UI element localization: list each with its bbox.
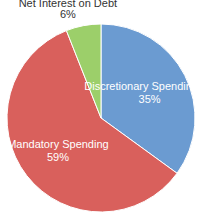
chart-container: Discretionary Spending35% Mandatory Spend… bbox=[0, 0, 200, 214]
slice-label: Mandatory Spending bbox=[7, 138, 109, 150]
slices bbox=[7, 24, 195, 212]
slice-value-label: 6% bbox=[60, 8, 76, 20]
pie-slice bbox=[66, 24, 101, 118]
slice-label: Discretionary Spending bbox=[84, 80, 198, 92]
pie-chart: Discretionary Spending35% Mandatory Spend… bbox=[0, 0, 200, 214]
slice-value-label: 59% bbox=[47, 151, 69, 163]
slice-value-label: 35% bbox=[139, 93, 161, 105]
labels: Discretionary Spending35% Mandatory Spend… bbox=[7, 0, 198, 163]
